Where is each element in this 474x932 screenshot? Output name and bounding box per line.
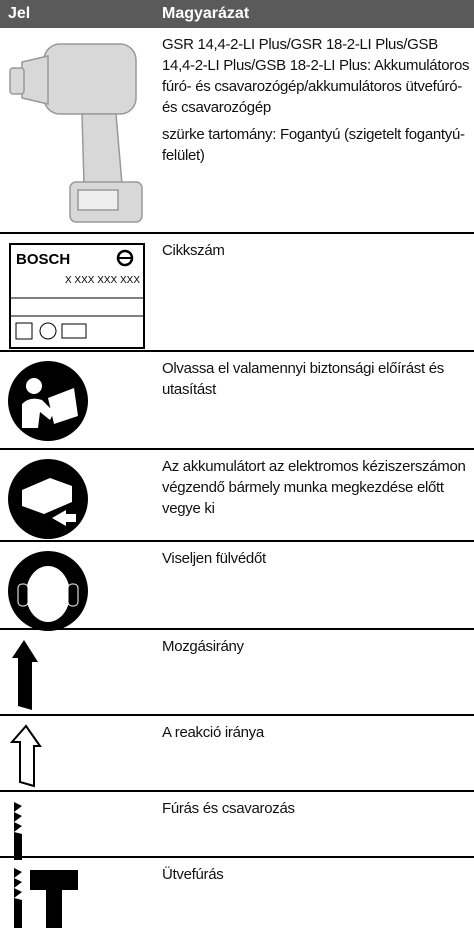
hammer-drill-icon (14, 868, 78, 928)
reaction-arrow-icon (9, 724, 42, 788)
battery-icon (8, 459, 88, 539)
symbol-cell (4, 798, 64, 869)
table-header: Jel Magyarázat (0, 0, 474, 28)
meaning-text: Fúrás és csavarozás (162, 800, 295, 817)
meaning-cell: Fúrás és csavarozás (162, 798, 472, 825)
meaning-text: Ütvefúrás (162, 866, 224, 883)
table-row: Az akkumulátort az elektromos kéziszersz… (0, 448, 474, 540)
symbol-cell (4, 34, 154, 235)
meaning-text: GSR 14,4-2-LI Plus/GSR 18-2-LI Plus/GSB … (162, 36, 470, 116)
symbol-cell: BOSCH X XXX XXX XXX (4, 240, 154, 355)
table-row: Olvassa el valamennyi biztonsági előírás… (0, 350, 474, 448)
header-meaning: Magyarázat (162, 5, 250, 22)
symbol-cell (4, 358, 94, 449)
header-symbol: Jel (8, 5, 31, 22)
label-brand: BOSCH (16, 251, 70, 268)
table-row: BOSCH X XXX XXX XXX Cikkszám (0, 232, 474, 350)
meaning-text: Viseljen fülvédőt (162, 550, 266, 567)
table-row: A reakció iránya (0, 714, 474, 790)
table-row: GSR 14,4-2-LI Plus/GSR 18-2-LI Plus/GSB … (0, 28, 474, 232)
label-number: X XXX XXX XXX (65, 275, 140, 286)
ear-protection-icon (8, 551, 88, 631)
meaning-cell: Mozgásirány (162, 636, 472, 663)
meaning-cell: Olvassa el valamennyi biztonsági előírás… (162, 358, 472, 406)
drill-bit-icon (14, 802, 22, 860)
meaning-cell: Az akkumulátort az elektromos kéziszersz… (162, 456, 472, 525)
meaning-text: Olvassa el valamennyi biztonsági előírás… (162, 360, 444, 398)
meaning-cell: Viseljen fülvédőt (162, 548, 472, 575)
symbol-cell (4, 722, 64, 797)
symbol-cell (4, 636, 64, 721)
manual-icon (8, 361, 88, 441)
symbol-cell (4, 864, 94, 932)
symbol-cell (4, 456, 94, 547)
table-row: Mozgásirány (0, 628, 474, 714)
meaning-text: Mozgásirány (162, 638, 244, 655)
meaning-text: szürke tartomány: Fogantyú (szigetelt fo… (162, 126, 465, 164)
label-icon: BOSCH X XXX XXX XXX (9, 243, 145, 349)
meaning-text: Az akkumulátort az elektromos kéziszersz… (162, 458, 466, 517)
meaning-cell: Cikkszám (162, 240, 472, 267)
table-row: Ütvefúrás (0, 856, 474, 932)
drill-icon (9, 43, 143, 223)
table-row: Fúrás és csavarozás (0, 790, 474, 860)
motion-arrow-icon (12, 640, 38, 710)
table-row: Viseljen fülvédőt (0, 540, 474, 631)
meaning-text: A reakció iránya (162, 724, 264, 741)
meaning-text: Cikkszám (162, 242, 225, 259)
meaning-cell: Ütvefúrás (162, 864, 472, 891)
meaning-cell: A reakció iránya (162, 722, 472, 749)
symbol-cell (4, 548, 94, 639)
meaning-cell: GSR 14,4-2-LI Plus/GSR 18-2-LI Plus/GSB … (162, 34, 472, 172)
